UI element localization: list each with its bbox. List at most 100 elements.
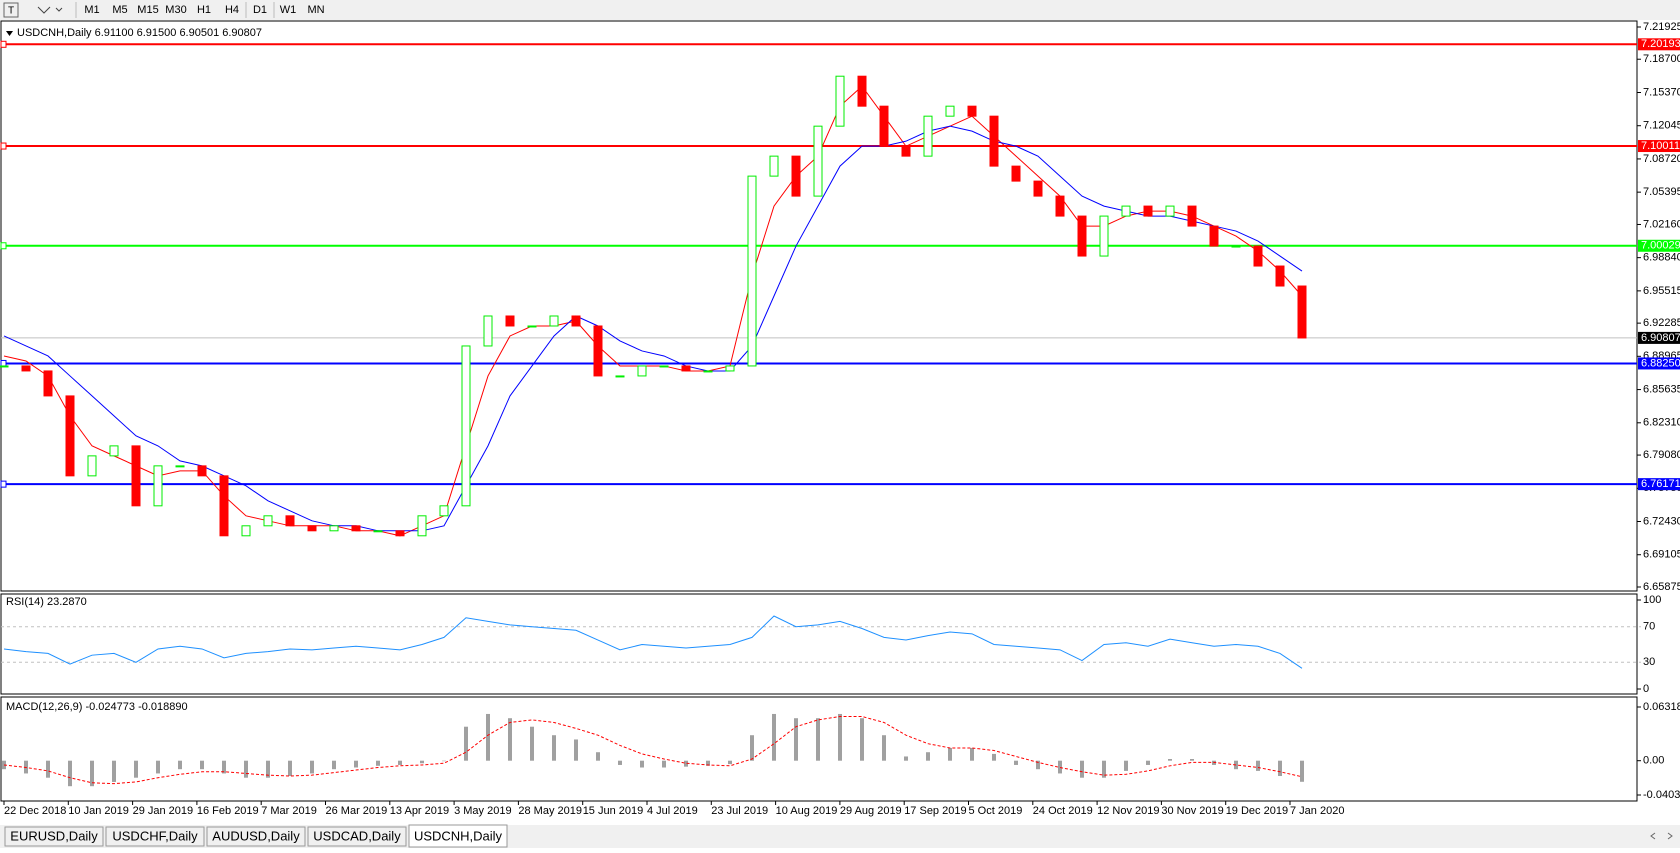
candle — [1011, 165, 1021, 182]
candle — [1099, 215, 1109, 257]
macd-bar — [816, 718, 820, 761]
tab[interactable] — [105, 826, 205, 847]
main-panel — [0, 20, 1638, 592]
x-tick-label: 26 Mar 2019 — [326, 805, 388, 817]
level-label: 6.76171 — [1641, 478, 1680, 490]
macd-bar — [992, 753, 996, 761]
macd-bar — [508, 718, 512, 761]
candle — [1187, 205, 1197, 227]
candle — [87, 455, 97, 477]
x-tick-label: 28 May 2019 — [518, 805, 582, 817]
candle — [483, 315, 493, 347]
candle — [593, 325, 603, 377]
candle — [681, 365, 691, 372]
level-label-box — [1638, 38, 1680, 51]
macd-bar — [134, 760, 138, 778]
candle — [65, 395, 75, 477]
candle — [153, 465, 163, 507]
candle — [747, 175, 757, 367]
timeframe-button[interactable]: H1 — [197, 4, 211, 16]
candle — [791, 155, 801, 197]
level-handle[interactable] — [0, 480, 7, 488]
y-tick-label: 6.72430 — [1643, 515, 1680, 527]
candle — [615, 375, 625, 378]
tab[interactable] — [206, 826, 306, 847]
level-handle[interactable] — [0, 40, 7, 48]
level-label-box — [1638, 478, 1680, 491]
macd-bar — [464, 726, 468, 761]
candle — [725, 365, 735, 372]
toolbar-icon[interactable] — [37, 6, 63, 14]
x-tick-label: 13 Apr 2019 — [390, 805, 449, 817]
x-tick-label: 10 Jan 2019 — [68, 805, 129, 817]
level-handle[interactable] — [0, 242, 7, 250]
candle — [923, 115, 933, 157]
y-tick-label: 6.85635 — [1643, 383, 1680, 395]
x-tick-label: 16 Feb 2019 — [197, 805, 259, 817]
macd-bar — [442, 760, 446, 762]
x-tick-label: 29 Jan 2019 — [133, 805, 194, 817]
macd-bar — [376, 760, 380, 766]
candle — [109, 445, 119, 457]
active-tab[interactable] — [408, 824, 508, 848]
level-label-box — [1638, 239, 1680, 252]
tab-scroll-arrows[interactable] — [1650, 832, 1673, 840]
candle — [197, 465, 207, 477]
candle — [659, 365, 669, 368]
tab[interactable] — [307, 826, 407, 847]
level-handle[interactable] — [0, 142, 7, 150]
timeframe-button[interactable]: MN — [307, 4, 324, 16]
macd-bar — [662, 760, 666, 768]
macd-bar — [398, 760, 402, 765]
level-label-box — [1638, 357, 1680, 370]
macd-header: MACD(12,26,9) -0.024773 -0.018890 — [6, 701, 188, 713]
y-tick-label: 30 — [1643, 656, 1655, 668]
timeframe-button[interactable]: H4 — [225, 4, 239, 16]
macd-bar — [1300, 760, 1304, 782]
tab-label: USDCHF,Daily — [112, 828, 198, 843]
candle — [219, 475, 229, 537]
candle — [1231, 245, 1241, 248]
timeframe-button[interactable]: M1 — [84, 4, 99, 16]
macd-bar — [904, 756, 908, 761]
collapse-triangle[interactable] — [6, 31, 13, 36]
candle — [1077, 215, 1087, 257]
x-tick-label: 7 Jan 2020 — [1290, 805, 1344, 817]
timeframe-button[interactable]: M5 — [112, 4, 127, 16]
candle — [1033, 180, 1043, 197]
y-tick-label: 0.00 — [1643, 755, 1664, 767]
tab[interactable] — [4, 826, 104, 847]
level-label-box — [1638, 140, 1680, 153]
candle — [1275, 265, 1285, 287]
macd-bar — [794, 718, 798, 761]
timeframe-button[interactable]: D1 — [253, 4, 267, 16]
toolbar-icon[interactable] — [3, 2, 19, 18]
macd-bar — [750, 735, 754, 761]
y-tick-label: 6.69105 — [1643, 549, 1680, 561]
y-tick-label: 7.18700 — [1643, 53, 1680, 65]
candle — [241, 525, 251, 537]
x-tick-label: 4 Jul 2019 — [647, 805, 698, 817]
macd-bar — [970, 747, 974, 761]
macd-bar — [1124, 760, 1128, 771]
macd-bar — [948, 747, 952, 761]
tab-label: USDCAD,Daily — [313, 828, 401, 843]
timeframe-button[interactable]: M30 — [165, 4, 186, 16]
candle — [175, 465, 185, 468]
y-tick-label: 100 — [1643, 594, 1661, 606]
level-label: 7.00029 — [1641, 240, 1680, 252]
y-tick-label: 0.063184 — [1643, 701, 1680, 713]
y-tick-label: 7.02160 — [1643, 218, 1680, 230]
timeframe-button[interactable]: W1 — [280, 4, 297, 16]
timeframe-button[interactable]: M15 — [137, 4, 158, 16]
chart-header: USDCNH,Daily 6.91100 6.91500 6.90501 6.9… — [17, 27, 262, 39]
x-tick-label: 23 Jul 2019 — [711, 805, 768, 817]
candle — [1209, 225, 1219, 247]
macd-bar — [1146, 760, 1150, 765]
macd-bar — [1278, 760, 1282, 777]
macd-bar — [772, 713, 776, 761]
toolbar — [0, 0, 1680, 20]
candle — [1297, 285, 1307, 339]
y-tick-label: 0 — [1643, 683, 1649, 695]
